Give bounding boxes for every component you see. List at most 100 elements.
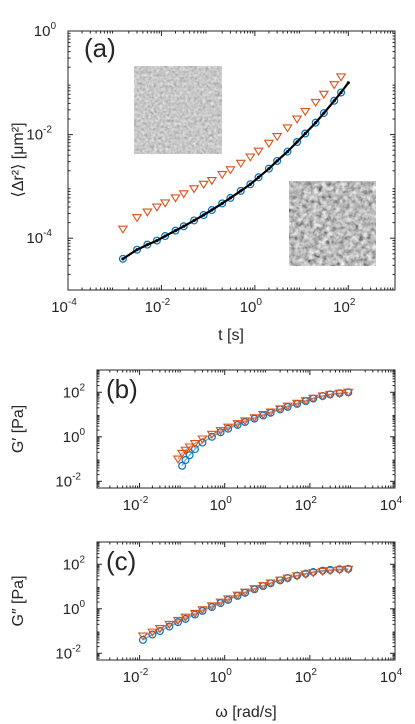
x-tick-base: 10 xyxy=(123,497,140,514)
x-tick-exponent: -2 xyxy=(139,667,148,678)
data-point-a-s1 xyxy=(190,216,199,225)
data-point-a-s0 xyxy=(335,73,347,82)
y-tick-label: 102 xyxy=(63,382,86,401)
data-point-b-s1 xyxy=(184,443,195,452)
data-point-a-s0 xyxy=(235,159,246,169)
data-point-a-s1 xyxy=(133,245,142,254)
x-tick-label: 10-2 xyxy=(145,297,171,316)
x-tick-base: 10 xyxy=(51,299,68,316)
x-tick-exponent: 0 xyxy=(226,495,232,506)
data-point-b-s1 xyxy=(197,435,208,444)
ticks-a xyxy=(67,30,395,290)
data-point-a-s0 xyxy=(188,185,200,194)
data-point-c-s0 xyxy=(155,627,164,636)
y-axis-label-c: G″ [Pa] xyxy=(10,575,27,626)
y-tick-base: 10 xyxy=(63,556,80,573)
data-point-a-s0 xyxy=(117,225,129,234)
data-point-a-s0 xyxy=(170,194,181,203)
data-point-a-s0 xyxy=(206,177,218,186)
x-tick-exponent: 0 xyxy=(256,297,262,308)
x-tick-base: 10 xyxy=(145,299,162,316)
y-tick-base: 10 xyxy=(63,601,80,618)
y-tick-base: 10 xyxy=(63,384,80,401)
x-tick-label: 102 xyxy=(333,297,356,316)
x-tick-base: 10 xyxy=(123,669,140,686)
y-tick-label: 100 xyxy=(34,21,57,40)
y-tick-label: 102 xyxy=(63,554,86,573)
data-point-a-s0 xyxy=(225,166,236,175)
ticks-c xyxy=(97,542,396,661)
data-point-b-s1 xyxy=(176,449,188,459)
data-point-a-s0 xyxy=(178,190,189,199)
y-tick-base: 10 xyxy=(63,429,80,446)
ticks-b xyxy=(97,370,396,489)
data-trace-b-s1 xyxy=(177,391,349,460)
data-point-a-s1 xyxy=(218,199,227,208)
data-point-a-s1 xyxy=(226,193,235,202)
data-point-c-s0 xyxy=(148,630,157,639)
data-point-a-s0 xyxy=(318,90,330,100)
data-point-a-s1 xyxy=(264,164,273,173)
inset-image-bottom xyxy=(289,181,376,266)
x-tick-base: 10 xyxy=(240,299,257,316)
data-trace-c-s1 xyxy=(142,568,349,637)
y-tick-base: 10 xyxy=(55,645,72,662)
x-tick-label: 100 xyxy=(210,667,233,686)
x-tick-label: 104 xyxy=(380,667,403,686)
x-tick-base: 10 xyxy=(210,497,227,514)
x-tick-label: 10-2 xyxy=(123,667,149,686)
data-point-a-s1 xyxy=(143,240,152,249)
x-tick-label: 102 xyxy=(295,667,318,686)
x-tick-label: 10-4 xyxy=(51,297,77,316)
data-trace-a-s2 xyxy=(122,82,350,260)
data-point-a-s0 xyxy=(159,199,171,208)
data-point-a-s1 xyxy=(330,96,339,105)
panel-label-a: (a) xyxy=(84,33,116,63)
x-tick-exponent: -2 xyxy=(139,495,148,506)
data-point-a-s0 xyxy=(131,214,143,223)
data-point-a-s1 xyxy=(199,211,208,220)
data-point-b-s1 xyxy=(180,446,191,455)
x-tick-label: 100 xyxy=(240,297,263,316)
data-point-a-s1 xyxy=(207,206,216,215)
data-point-a-s0 xyxy=(282,124,293,133)
x-tick-base: 10 xyxy=(380,669,397,686)
y-tick-label: 100 xyxy=(63,427,86,446)
x-tick-exponent: 2 xyxy=(350,297,356,308)
y-tick-base: 10 xyxy=(26,230,43,247)
data-point-a-s1 xyxy=(246,180,255,189)
data-point-a-s0 xyxy=(300,107,311,117)
data-point-b-s0 xyxy=(207,432,216,441)
y-tick-base: 10 xyxy=(55,473,72,490)
y-tick-label: 10-2 xyxy=(26,125,52,144)
x-tick-base: 10 xyxy=(380,497,397,514)
data-point-a-s0 xyxy=(245,153,256,162)
axes-frame-c xyxy=(96,541,396,661)
data-point-a-s1 xyxy=(236,186,245,195)
x-tick-label: 10-2 xyxy=(123,495,149,514)
data-point-a-s1 xyxy=(254,173,263,182)
data-point-c-s1 xyxy=(137,632,149,641)
panel-label-c: (c) xyxy=(106,546,136,576)
data-point-a-s1 xyxy=(301,129,310,138)
data-point-a-s1 xyxy=(319,109,328,118)
data-point-a-s0 xyxy=(253,147,264,156)
marks-a xyxy=(117,73,350,263)
x-tick-exponent: 0 xyxy=(226,667,232,678)
x-tick-base: 10 xyxy=(333,299,350,316)
y-tick-exponent: 0 xyxy=(79,599,85,610)
y-tick-exponent: -2 xyxy=(72,643,81,654)
y-tick-exponent: 0 xyxy=(79,427,85,438)
x-tick-exponent: -4 xyxy=(68,297,77,308)
data-point-a-s1 xyxy=(179,222,188,231)
y-tick-exponent: -4 xyxy=(43,228,52,239)
y-axis-label-b: G′ [Pa] xyxy=(10,405,27,453)
marks-c xyxy=(137,564,354,644)
x-tick-exponent: 2 xyxy=(311,667,317,678)
x-axis-label-a: t [s] xyxy=(218,327,244,344)
data-point-a-s0 xyxy=(271,132,283,142)
